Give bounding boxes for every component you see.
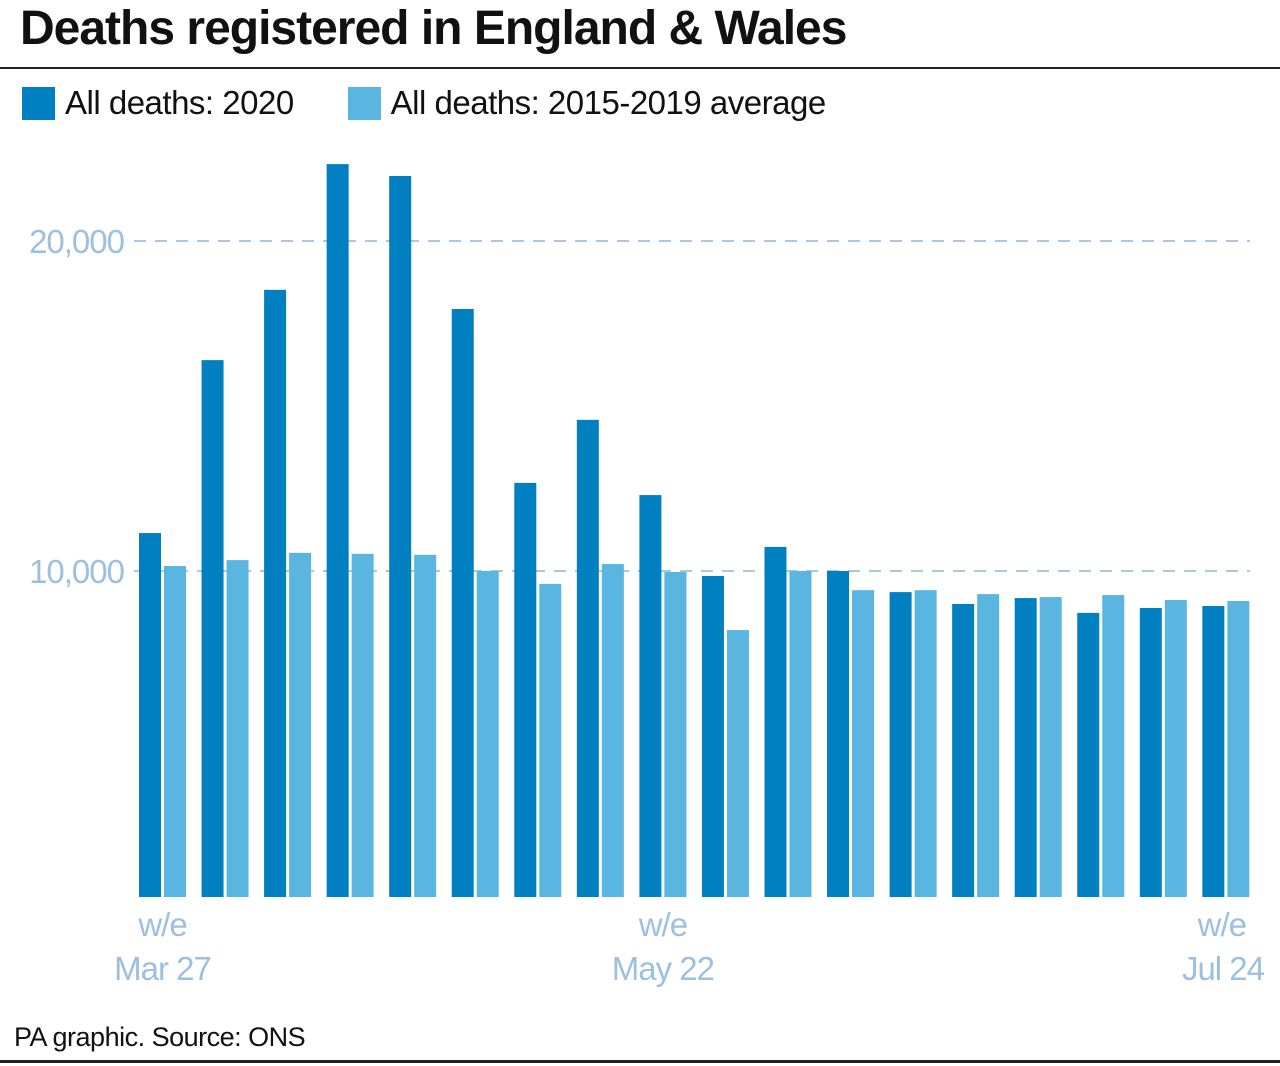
bar-average	[601, 564, 624, 897]
bar-2020	[514, 482, 537, 897]
legend-item-average: All deaths: 2015-2019 average	[347, 84, 827, 122]
legend-swatch-2020	[22, 86, 55, 120]
bar-2020	[639, 495, 662, 897]
bar-2020	[1139, 607, 1162, 897]
x-tick-label: Jul 24	[1182, 950, 1265, 987]
x-tick-label: w/e	[1197, 906, 1246, 943]
bar-average	[789, 571, 812, 897]
bar-2020	[701, 575, 724, 897]
bar-average	[289, 552, 312, 897]
bar-2020	[1014, 598, 1037, 897]
x-tick-label: w/e	[137, 906, 186, 943]
legend-swatch-average	[347, 86, 381, 120]
bar-2020	[576, 419, 599, 897]
bar-2020	[1077, 612, 1100, 897]
bar-average	[1164, 600, 1187, 897]
bar-average	[1227, 601, 1250, 897]
legend-label: All deaths: 2015-2019 average	[390, 84, 827, 121]
bar-2020	[389, 175, 412, 898]
bottom-divider	[0, 1060, 1280, 1063]
legend-item-2020: All deaths: 2020	[22, 84, 294, 122]
bar-2020	[201, 360, 224, 897]
bar-average	[726, 630, 749, 897]
source-note: PA graphic. Source: ONS	[14, 1022, 306, 1052]
bar-average	[164, 566, 186, 897]
bar-2020	[264, 289, 287, 898]
bar-2020	[889, 592, 912, 897]
y-tick-label: 10,000	[29, 553, 125, 590]
bar-2020	[451, 308, 474, 898]
bar-average	[539, 583, 562, 897]
title-divider	[0, 67, 1280, 69]
x-tick-label: Mar 27	[114, 950, 211, 987]
bar-average	[664, 571, 687, 897]
bar-average	[852, 590, 875, 897]
bar-average	[914, 590, 937, 897]
bar-2020	[952, 604, 975, 897]
bar-2020	[764, 546, 787, 897]
bar-2020	[139, 533, 161, 897]
x-tick-label: w/e	[638, 906, 687, 943]
bar-average	[351, 553, 374, 897]
chart-title: Deaths registered in England & Wales	[20, 2, 847, 55]
bar-average	[476, 571, 499, 897]
y-tick-label: 20,000	[29, 223, 125, 260]
bar-2020	[326, 164, 349, 898]
legend: All deaths: 2020 All deaths: 2015-2019 a…	[22, 84, 880, 122]
bar-average	[226, 560, 249, 897]
bar-2020	[827, 571, 850, 897]
x-tick-label: May 22	[612, 950, 714, 987]
bar-average	[977, 594, 1000, 897]
bar-average	[1039, 597, 1062, 897]
bar-2020	[1202, 605, 1225, 897]
bar-average	[414, 554, 437, 897]
bar-average	[1102, 595, 1125, 897]
legend-label: All deaths: 2020	[65, 84, 294, 121]
